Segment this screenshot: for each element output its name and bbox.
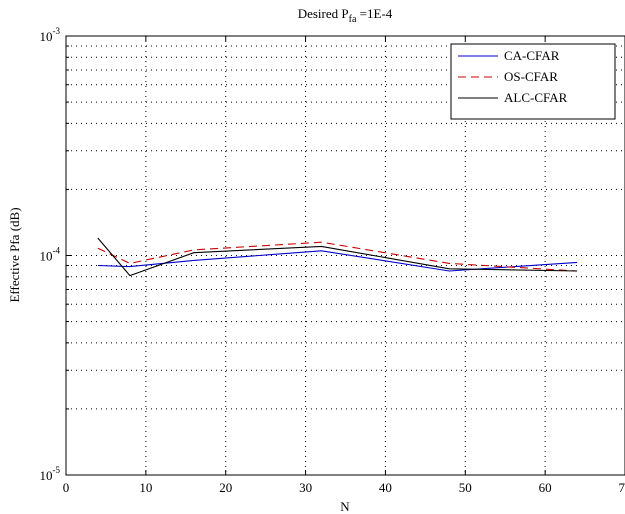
series-line-alc-cfar: [97, 237, 578, 277]
legend-label: CA-CFAR: [504, 48, 560, 63]
y-tick-exponent: -3: [53, 26, 61, 36]
y-tick-base: 10: [40, 29, 53, 44]
x-tick-label: 60: [539, 480, 552, 495]
y-tick-label: 10-4: [40, 246, 61, 264]
x-tick-label: 50: [459, 480, 472, 495]
ticks: 01020304050607010-510-410-3: [40, 26, 625, 495]
chart-title-prefix: Desired P: [298, 6, 349, 21]
x-axis-label: N: [340, 499, 350, 514]
legend: CA-CFAR OS-CFAR ALC-CFAR: [450, 43, 616, 120]
x-tick-label: 20: [219, 480, 232, 495]
series-line-os-cfar: [97, 241, 578, 272]
y-tick-label: 10-3: [40, 26, 61, 44]
chart-title-suffix: =1E-4: [356, 6, 392, 21]
legend-label: OS-CFAR: [504, 69, 558, 84]
series-lines: [97, 237, 578, 277]
x-tick-label: 40: [379, 480, 392, 495]
x-tick-label: 0: [63, 480, 70, 495]
chart-title-subscript: fa: [349, 14, 357, 25]
y-axis-label: Effective Pfa (dB): [7, 207, 22, 302]
legend-label: ALC-CFAR: [504, 90, 568, 105]
y-tick-exponent: -5: [53, 465, 61, 475]
y-tick-exponent: -4: [53, 246, 61, 256]
x-tick-label: 10: [139, 480, 152, 495]
chart-title: Desired Pfa =1E-4: [298, 6, 393, 25]
legend-items: CA-CFAR OS-CFAR ALC-CFAR: [458, 48, 568, 105]
y-tick-base: 10: [40, 468, 53, 483]
y-tick-label: 10-5: [40, 465, 61, 483]
x-tick-label: 70: [619, 480, 625, 495]
y-tick-base: 10: [40, 249, 53, 264]
x-tick-label: 30: [299, 480, 312, 495]
